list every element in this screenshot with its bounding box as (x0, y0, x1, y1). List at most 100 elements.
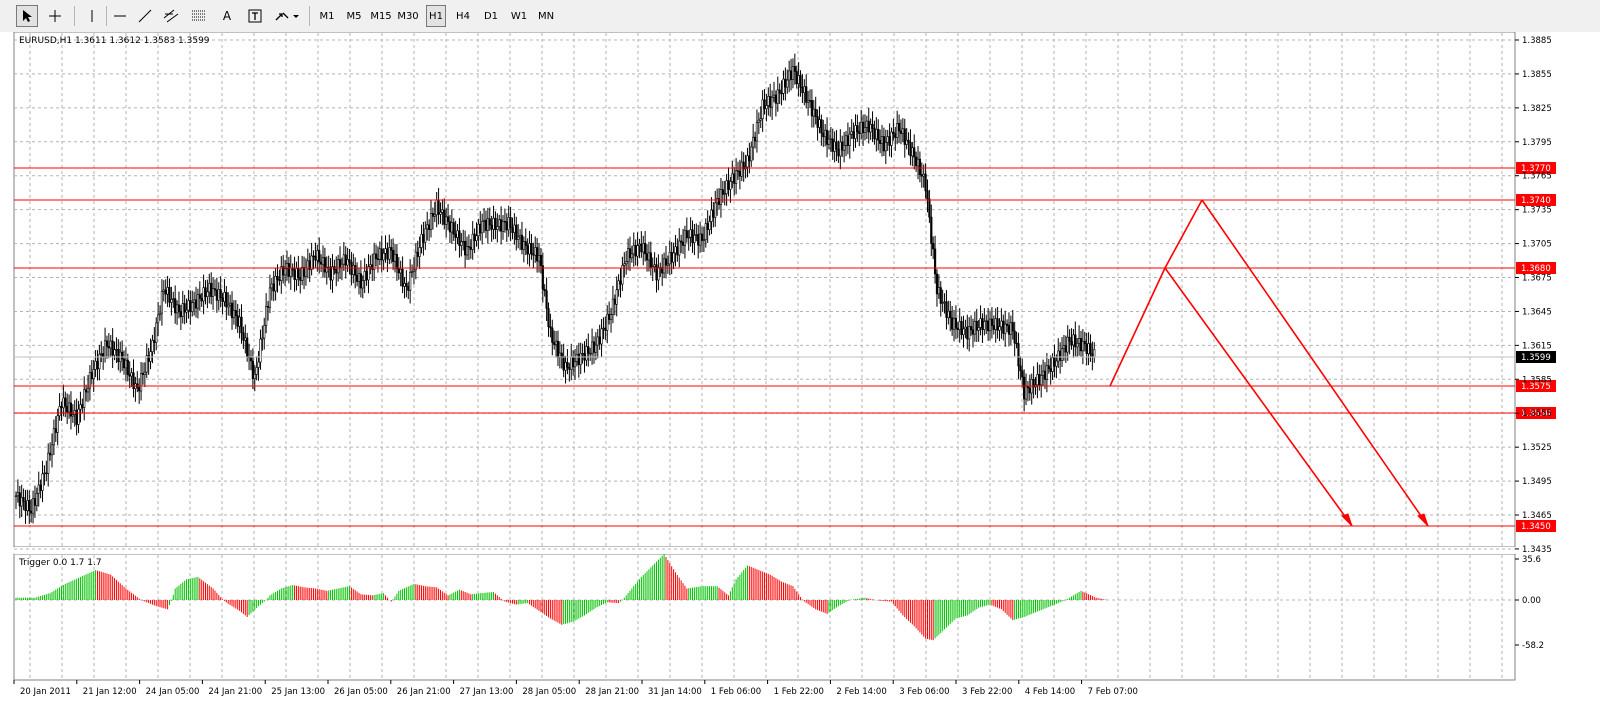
text-tool-button[interactable]: A (222, 9, 232, 23)
text-label-icon[interactable] (245, 5, 265, 27)
candle-body (890, 131, 893, 146)
candle-body (693, 234, 696, 243)
candle-body (414, 251, 417, 271)
level-badge (1516, 194, 1556, 206)
candle-body (58, 406, 61, 417)
crosshair-icon[interactable] (44, 5, 66, 27)
candle-body (371, 264, 374, 270)
vertical-line-icon[interactable] (82, 5, 102, 27)
candle-body (734, 170, 738, 184)
fibonacci-icon[interactable] (188, 5, 210, 27)
candle-body (736, 170, 740, 172)
time-label: 25 Jan 13:00 (271, 687, 325, 697)
candle-body (949, 310, 952, 319)
candle-body (691, 229, 694, 243)
candle-body (88, 372, 92, 389)
candle-body (1070, 340, 1073, 346)
timeframe-mn-button[interactable]: MN (537, 10, 555, 22)
candle-body (511, 227, 514, 233)
candle-body (253, 374, 256, 380)
projection-arrow-line[interactable] (1164, 267, 1353, 527)
timeframe-m5-button[interactable]: M5 (346, 10, 362, 22)
projection-line[interactable] (1109, 267, 1166, 387)
candle-body (710, 209, 713, 222)
candle-body (1066, 336, 1069, 353)
candle-body (1085, 343, 1088, 355)
candle-body (392, 249, 395, 262)
candle-body (776, 89, 779, 104)
candle-body (640, 243, 643, 253)
candle-body (697, 234, 700, 246)
current-price-label: 1.3599 (1521, 353, 1551, 363)
candle-body (1074, 334, 1077, 348)
candle-body (979, 318, 982, 328)
candle-body (435, 199, 438, 216)
candle-body (503, 221, 507, 223)
candle-body (100, 353, 103, 355)
candle-body (577, 353, 580, 366)
time-label: 1 Feb 06:00 (711, 687, 761, 697)
candle-body (445, 216, 448, 225)
candle-body (566, 362, 569, 368)
price-tick: 1.3855 (1522, 70, 1552, 80)
candle-body (428, 224, 431, 230)
candle-body (615, 289, 618, 305)
chart-window[interactable]: 1.3770 1.3740 1.3680 1.3575 1.3550 1.3450 1.35… (0, 32, 1600, 714)
candle-body (92, 369, 95, 379)
candle-body (1013, 330, 1016, 344)
candle-body (439, 212, 442, 215)
timeframe-d1-button[interactable]: D1 (483, 10, 499, 22)
timeframe-h4-button[interactable]: H4 (456, 10, 470, 22)
candle-body (774, 94, 777, 104)
candle-body (992, 325, 995, 330)
candle-body (424, 228, 427, 243)
projection-line[interactable] (1164, 199, 1203, 269)
candle-body (151, 340, 154, 352)
candle-body (839, 141, 842, 157)
candle-body (473, 233, 476, 241)
candle-body (575, 353, 579, 362)
timeframe-m1-button[interactable]: M1 (319, 10, 335, 22)
candle-body (789, 70, 793, 80)
time-label: 24 Jan 05:00 (146, 687, 200, 697)
candle-body (623, 263, 626, 266)
candle-body (975, 320, 978, 331)
candle-body (1038, 374, 1041, 386)
candle-body (719, 189, 723, 205)
timeframe-h1-button[interactable]: H1 (426, 5, 446, 27)
candle-body (1011, 322, 1014, 332)
equidistant-channel-icon[interactable] (160, 5, 182, 27)
timeframe-m15-button[interactable]: M15 (370, 10, 392, 22)
candle-body (551, 327, 554, 343)
pane-separator[interactable] (14, 547, 1515, 554)
arrows-dropdown-icon[interactable] (272, 5, 302, 27)
trendline-icon[interactable] (135, 5, 155, 27)
candle-body (791, 66, 795, 80)
candle-body (289, 267, 292, 277)
candle-body (750, 146, 753, 162)
candle-body (753, 136, 757, 142)
candle-body (871, 124, 874, 129)
timeframe-w1-button[interactable]: W1 (510, 10, 528, 22)
candle-body (323, 257, 326, 273)
time-label: 24 Jan 21:00 (208, 687, 262, 697)
candle-body (981, 318, 984, 330)
candle-body (825, 129, 829, 145)
price-chart[interactable]: 1.3770 1.3740 1.3680 1.3575 1.3550 1.3450 1.35… (0, 32, 1600, 714)
candle-body (297, 268, 300, 278)
projection-arrow-line[interactable] (1201, 199, 1429, 527)
candle-body (879, 139, 882, 144)
candle-body (481, 220, 484, 234)
candle-body (714, 202, 717, 218)
candle-body (426, 224, 429, 230)
cursor-arrow-icon[interactable] (16, 5, 38, 27)
horizontal-line-icon[interactable] (110, 5, 130, 27)
candle-body (733, 173, 736, 184)
candle-body (1007, 325, 1011, 335)
timeframe-m30-button[interactable]: M30 (397, 10, 419, 22)
candle-body (263, 325, 266, 339)
candle-body (926, 190, 929, 200)
time-label: 28 Jan 05:00 (522, 687, 576, 697)
candle-body (494, 218, 497, 230)
candle-body (537, 255, 541, 262)
